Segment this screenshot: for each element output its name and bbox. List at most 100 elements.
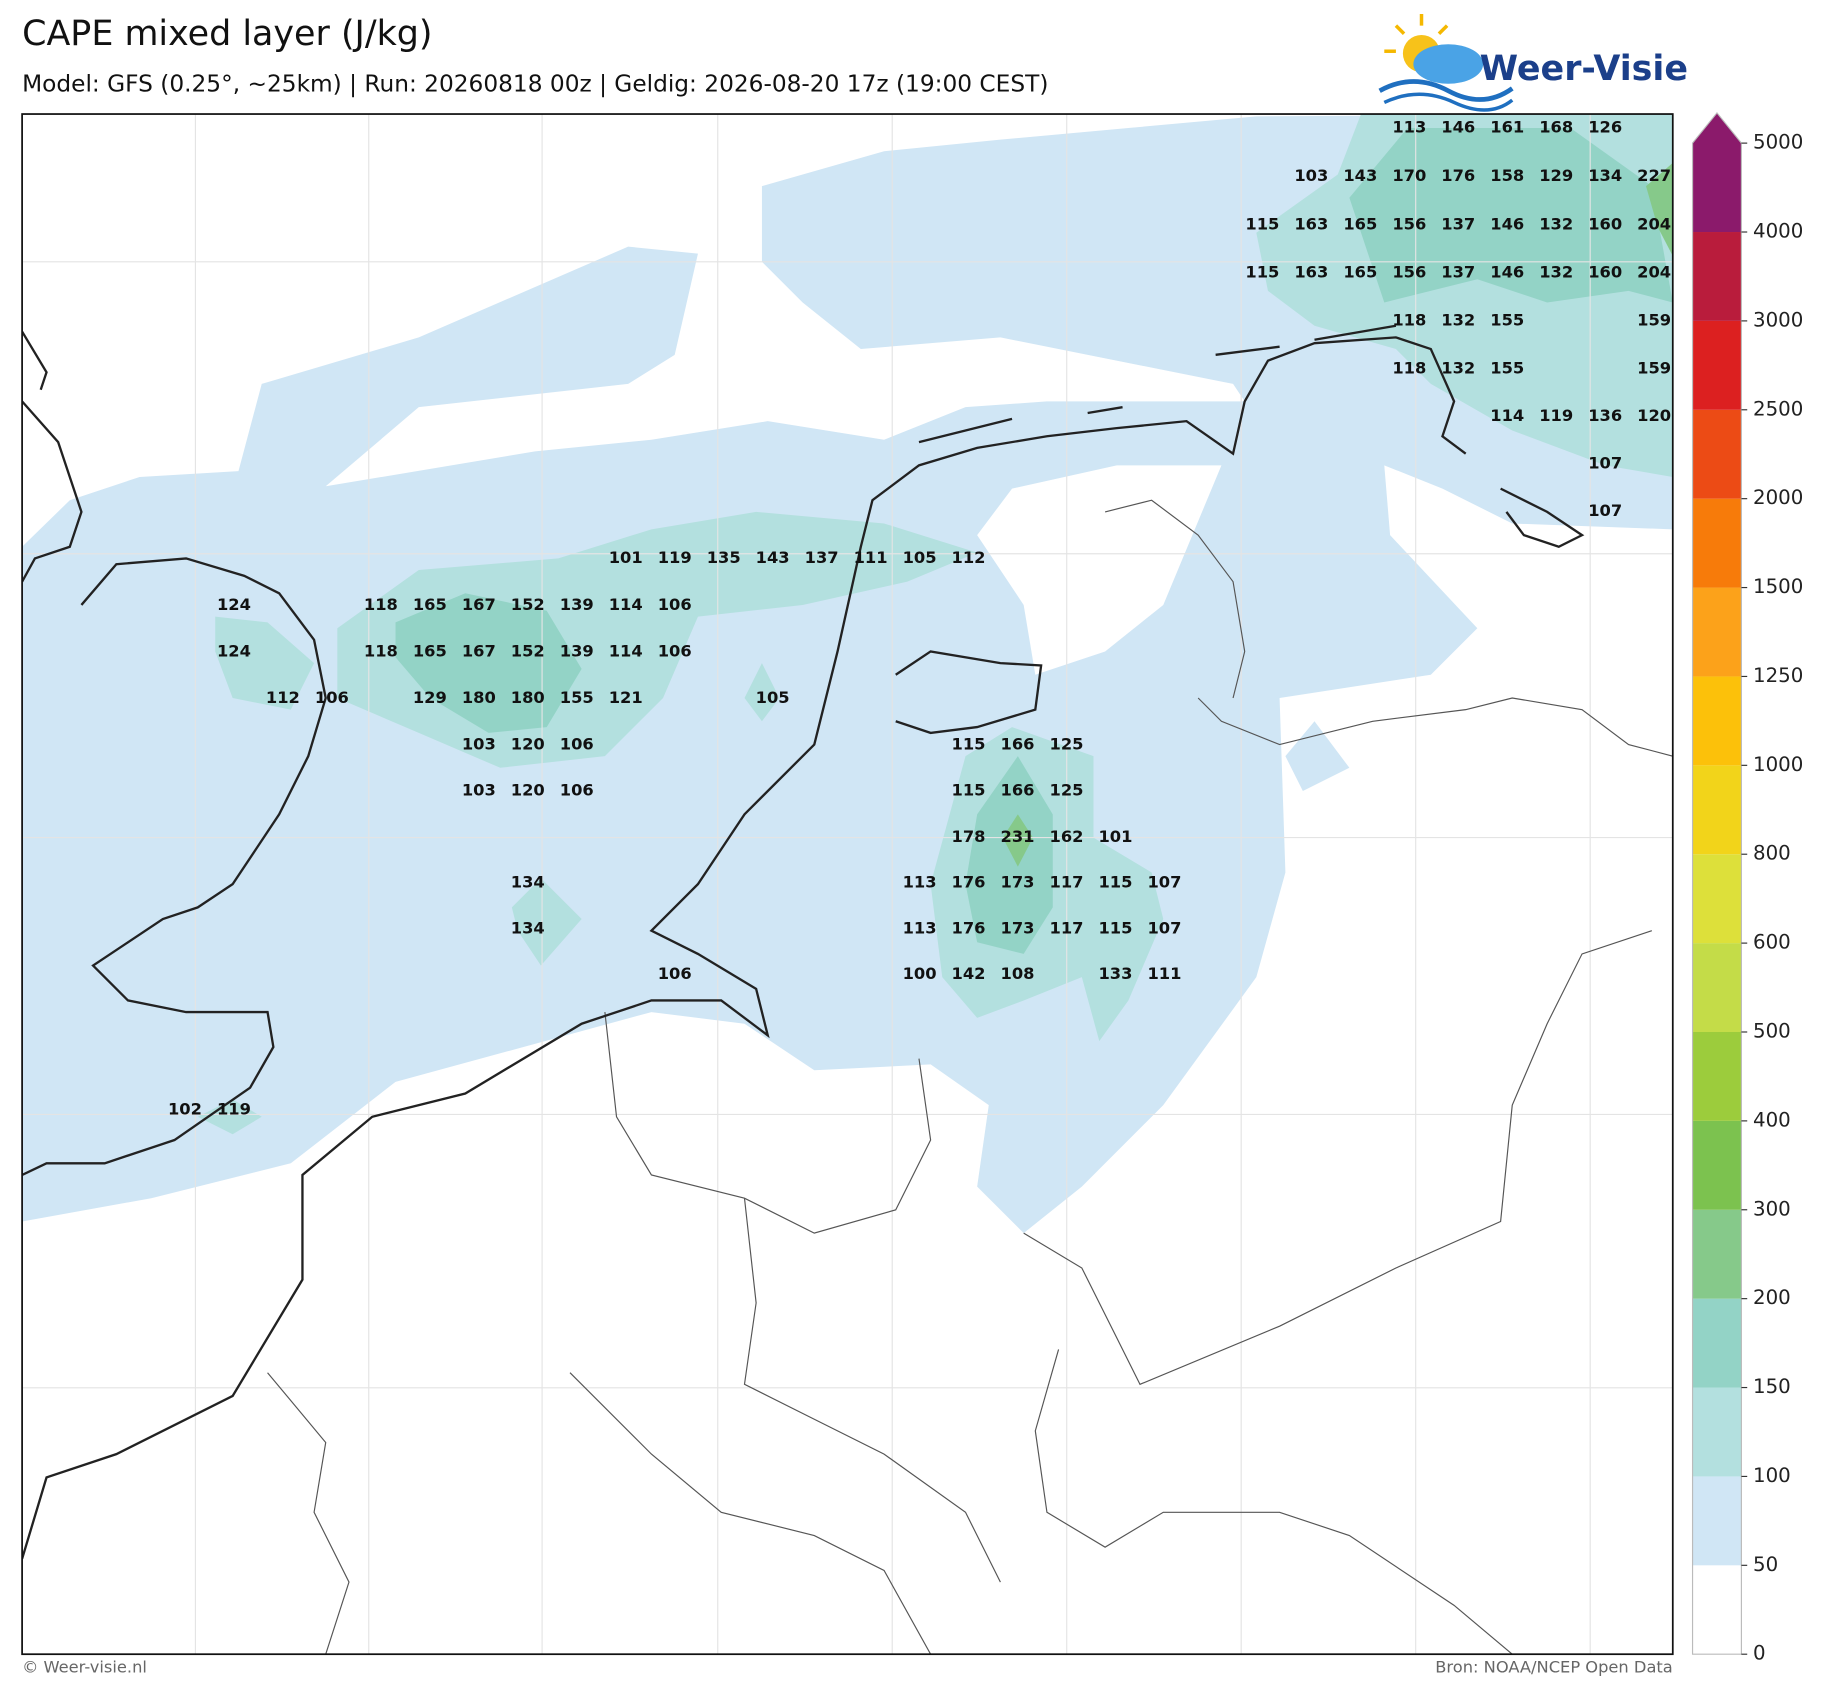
value-label: 112: [266, 688, 300, 707]
value-label: 133: [1098, 964, 1132, 983]
value-label: 118: [364, 595, 398, 614]
value-label: 166: [1001, 735, 1035, 754]
value-label: 113: [1392, 118, 1426, 137]
value-label: 115: [1245, 214, 1279, 233]
value-label: 158: [1490, 166, 1524, 185]
value-label: 173: [1001, 918, 1035, 937]
value-label: 135: [707, 548, 741, 567]
logo-text: Weer-Visie: [1480, 49, 1688, 89]
value-label: 146: [1490, 214, 1524, 233]
value-label: 120: [511, 735, 545, 754]
value-label: 163: [1294, 263, 1328, 282]
value-label: 125: [1050, 735, 1084, 754]
map: 113 146 161 168 126 103 143 170 176 158 129 134 227 1…: [22, 114, 1673, 1655]
value-label: 107: [1588, 453, 1622, 472]
value-label: 114: [1490, 406, 1524, 425]
colorbar-tick-label: 2500: [1753, 397, 1803, 420]
value-label: 159: [1637, 311, 1671, 330]
value-label: 115: [952, 735, 986, 754]
value-label: 129: [1539, 166, 1573, 185]
value-label: 165: [413, 642, 447, 661]
value-label: 101: [1098, 827, 1132, 846]
value-label: 118: [364, 642, 398, 661]
value-label: 106: [658, 595, 692, 614]
colorbar-tick-label: 800: [1753, 842, 1791, 865]
colorbar-segment: [1692, 1031, 1742, 1121]
value-label: 103: [462, 781, 496, 800]
value-label: 106: [315, 688, 349, 707]
value-label: 112: [952, 548, 986, 567]
value-label: 107: [1147, 873, 1181, 892]
colorbar-tick-label: 1000: [1753, 753, 1803, 776]
cape-150: [395, 127, 1673, 954]
value-label: 113: [903, 918, 937, 937]
value-label: 162: [1050, 827, 1084, 846]
value-label: 173: [1001, 873, 1035, 892]
value-label: 119: [217, 1099, 251, 1118]
colorbar-segment: [1692, 409, 1742, 499]
value-label: 163: [1294, 214, 1328, 233]
value-label: 119: [658, 548, 692, 567]
colorbar-extension: [1692, 112, 1742, 233]
value-label: 129: [413, 688, 447, 707]
colorbar-tick-label: 1500: [1753, 575, 1803, 598]
value-label: 120: [1637, 406, 1671, 425]
value-label: 180: [511, 688, 545, 707]
value-label: 107: [1147, 918, 1181, 937]
value-label: 155: [560, 688, 594, 707]
colorbar-segment: [1692, 1476, 1742, 1566]
colorbar-tick-label: 400: [1753, 1108, 1791, 1131]
value-label: 126: [1588, 118, 1622, 137]
value-label: 102: [168, 1099, 202, 1118]
title: CAPE mixed layer (J/kg): [22, 14, 432, 54]
value-label: 132: [1539, 263, 1573, 282]
colorbar-segment: [1692, 676, 1742, 766]
colorbar-tick-label: 4000: [1753, 220, 1803, 243]
colorbar-tick-label: 500: [1753, 1019, 1791, 1042]
value-label: 105: [756, 688, 790, 707]
value-label: 134: [511, 918, 545, 937]
map-frame: [21, 113, 1674, 1656]
value-label: 120: [511, 781, 545, 800]
value-label: 117: [1050, 918, 1084, 937]
value-labels: 113 146 161 168 126 103 143 170 176 158 129 134 227 1…: [168, 118, 1671, 1119]
value-label: 160: [1588, 214, 1622, 233]
value-label: 106: [560, 735, 594, 754]
graticule: [22, 114, 1673, 1655]
value-label: 115: [1245, 263, 1279, 282]
value-label: 106: [658, 964, 692, 983]
value-label: 161: [1490, 118, 1524, 137]
value-label: 106: [560, 781, 594, 800]
value-label: 117: [1050, 873, 1084, 892]
value-label: 204: [1637, 214, 1671, 233]
value-label: 134: [1588, 166, 1622, 185]
value-label: 204: [1637, 263, 1671, 282]
colorbar-tick-label: 2000: [1753, 486, 1803, 509]
value-label: 119: [1539, 406, 1573, 425]
value-label: 111: [854, 548, 888, 567]
value-label: 160: [1588, 263, 1622, 282]
value-label: 124: [217, 595, 251, 614]
colorbar-segment: [1692, 232, 1742, 321]
value-label: 142: [952, 964, 986, 983]
colorbar-tick-label: 300: [1753, 1197, 1791, 1220]
value-label: 101: [609, 548, 643, 567]
colorbar-tick-label: 1250: [1753, 664, 1803, 687]
footer-right: Bron: NOAA/NCEP Open Data: [1435, 1658, 1673, 1677]
value-label: 137: [1441, 263, 1475, 282]
footer-left: © Weer-visie.nl: [22, 1658, 147, 1677]
value-label: 152: [511, 595, 545, 614]
value-label: 103: [462, 735, 496, 754]
value-label: 159: [1637, 358, 1671, 377]
colorbar-tick-label: 5000: [1753, 131, 1803, 154]
value-label: 106: [658, 642, 692, 661]
colorbar-segment: [1692, 1298, 1742, 1388]
value-label: 137: [1441, 214, 1475, 233]
value-label: 111: [1147, 964, 1181, 983]
value-label: 115: [1098, 873, 1132, 892]
value-label: 124: [217, 642, 251, 661]
colorbar-segment: [1692, 1120, 1742, 1210]
value-label: 231: [1001, 827, 1035, 846]
colorbar-segment: [1692, 1565, 1742, 1655]
colorbar-segment: [1692, 1387, 1742, 1477]
